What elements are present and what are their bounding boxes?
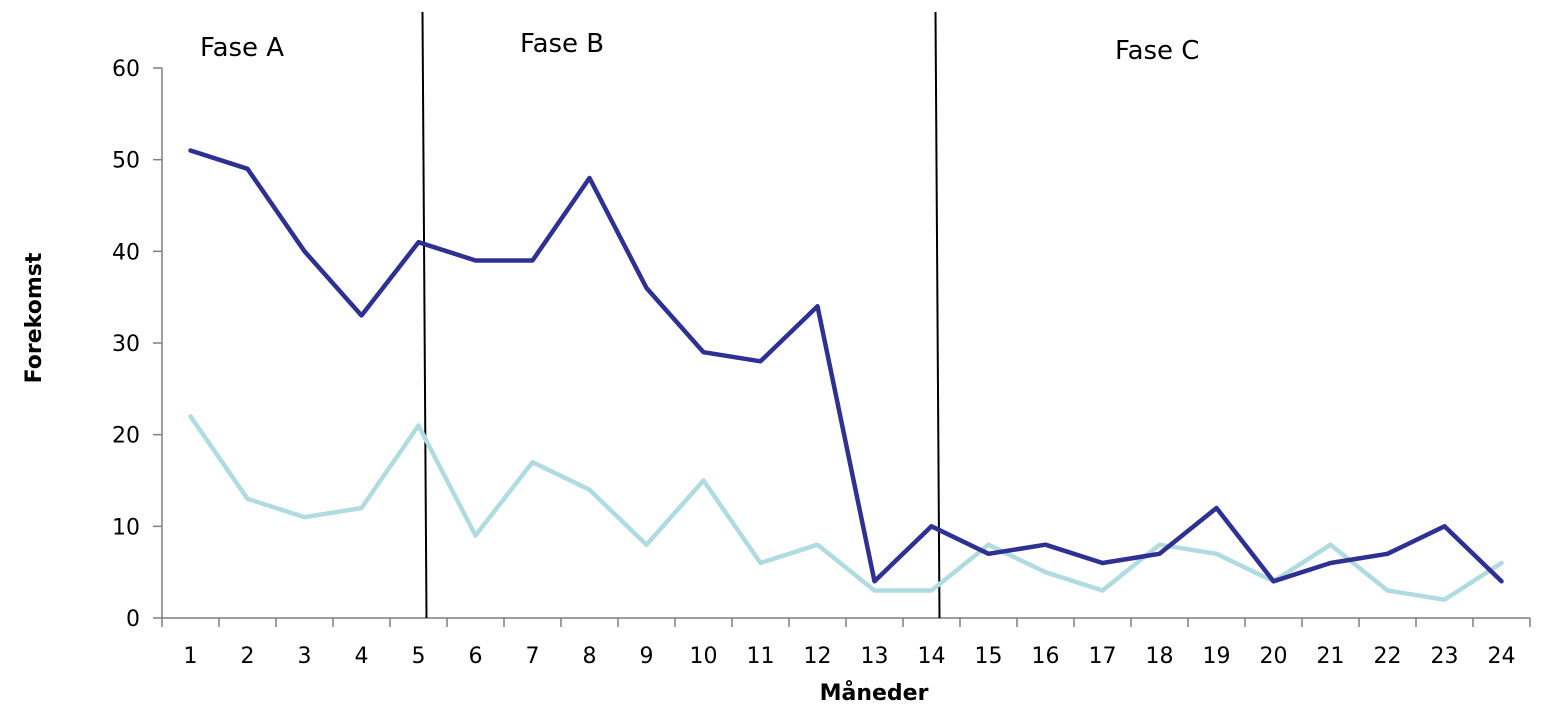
x-tick-label: 22 xyxy=(1374,644,1402,669)
x-tick-label: 18 xyxy=(1146,644,1174,669)
phase-divider xyxy=(421,11,428,619)
phase-divider xyxy=(934,11,941,619)
x-tick-label: 21 xyxy=(1317,644,1345,669)
phase-label: Fase B xyxy=(520,29,604,59)
x-tick-label: 7 xyxy=(526,644,540,669)
series-line-2 xyxy=(188,414,1504,602)
y-tick-label: 50 xyxy=(112,149,140,174)
x-tick-label: 17 xyxy=(1089,644,1117,669)
y-tick-label: 20 xyxy=(112,424,140,449)
x-tick-label: 11 xyxy=(747,644,775,669)
phase-label: Fase A xyxy=(200,33,284,63)
x-tick-label: 8 xyxy=(583,644,597,669)
x-tick-label: 3 xyxy=(298,644,312,669)
x-tick-label: 19 xyxy=(1203,644,1231,669)
x-tick-label: 5 xyxy=(412,644,426,669)
y-tick-label: 40 xyxy=(112,240,140,265)
labels: Fase A Fase B Fase C xyxy=(200,29,1199,66)
x-tick-label: 24 xyxy=(1488,644,1516,669)
y-axis-title: Forekomst xyxy=(22,252,47,383)
y-tick-label: 0 xyxy=(126,607,140,632)
x-tick-label: 23 xyxy=(1431,644,1459,669)
y-tick-label: 60 xyxy=(112,57,140,82)
x-tick-label: 12 xyxy=(804,644,832,669)
x-tick-label: 16 xyxy=(1032,644,1060,669)
phase-label: Fase C xyxy=(1115,36,1199,66)
x-tick-label: 20 xyxy=(1260,644,1288,669)
x-tick-label: 2 xyxy=(241,644,255,669)
x-tick-label: 6 xyxy=(469,644,483,669)
phase-dividers xyxy=(421,11,941,619)
x-tick-label: 14 xyxy=(918,644,946,669)
series-lines xyxy=(188,148,1504,602)
x-tick-label: 15 xyxy=(975,644,1003,669)
series-line-1 xyxy=(188,148,1504,584)
x-axis-title: Måneder xyxy=(820,680,929,705)
y-tick-label: 30 xyxy=(112,332,140,357)
x-tick-label: 13 xyxy=(861,644,889,669)
x-tick-label: 4 xyxy=(355,644,369,669)
x-tick-label: 9 xyxy=(640,644,654,669)
y-tick-label: 10 xyxy=(112,515,140,540)
x-tick-label: 1 xyxy=(184,644,198,669)
x-tick-label: 10 xyxy=(690,644,718,669)
